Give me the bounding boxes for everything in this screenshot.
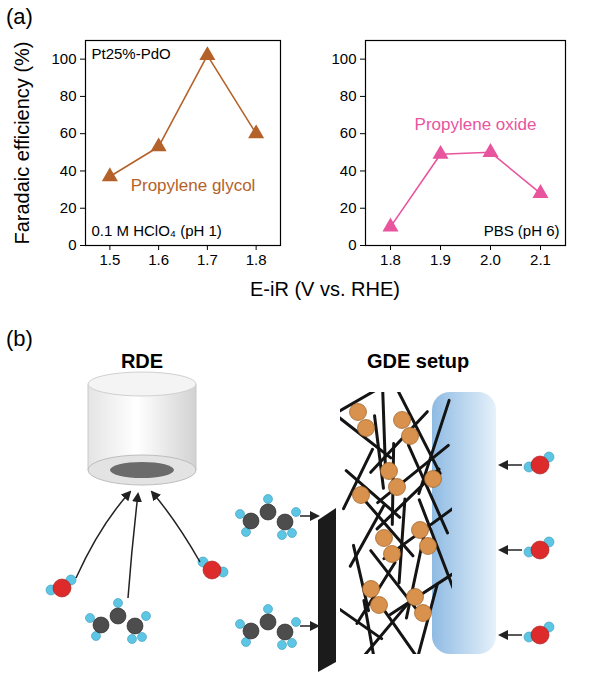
svg-text:1.8: 1.8 (246, 251, 267, 268)
svg-text:1.7: 1.7 (197, 251, 218, 268)
svg-text:80: 80 (340, 87, 357, 104)
svg-text:20: 20 (60, 199, 77, 216)
svg-text:100: 100 (51, 50, 76, 67)
svg-text:GDE setup: GDE setup (367, 350, 469, 372)
svg-text:0: 0 (68, 236, 76, 253)
html-text:Faradaic efficiency (%): Faradaic efficiency (%) (11, 41, 33, 245)
svg-text:PBS (pH 6): PBS (pH 6) (484, 222, 560, 239)
svg-text:2.0: 2.0 (480, 251, 501, 268)
html-text:E-iR (V vs. RHE): E-iR (V vs. RHE) (250, 278, 400, 300)
svg-text:0.1 M HClO₄ (pH 1): 0.1 M HClO₄ (pH 1) (92, 222, 222, 239)
svg-text:2.1: 2.1 (530, 251, 551, 268)
svg-text:20: 20 (340, 199, 357, 216)
html-text:(a): (a) (6, 4, 33, 29)
svg-text:Pt25%-PdO: Pt25%-PdO (92, 45, 171, 62)
svg-text:0: 0 (348, 236, 356, 253)
svg-text:40: 40 (340, 162, 357, 179)
svg-text:Propylene glycol: Propylene glycol (131, 176, 256, 195)
svg-text:40: 40 (60, 162, 77, 179)
svg-text:1.9: 1.9 (430, 251, 451, 268)
svg-text:60: 60 (60, 124, 77, 141)
svg-text:60: 60 (340, 124, 357, 141)
svg-text:1.6: 1.6 (148, 251, 169, 268)
svg-text:100: 100 (331, 50, 356, 67)
svg-text:80: 80 (60, 87, 77, 104)
svg-text:(b): (b) (6, 326, 33, 351)
svg-text:Propylene oxide: Propylene oxide (415, 115, 537, 134)
svg-text:1.8: 1.8 (380, 251, 401, 268)
svg-text:1.5: 1.5 (99, 251, 120, 268)
svg-text:RDE: RDE (121, 350, 163, 372)
